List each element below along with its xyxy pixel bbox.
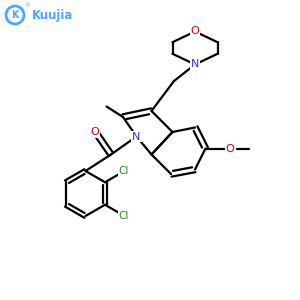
Text: N: N [191,59,199,70]
Text: O: O [91,127,100,137]
Text: Cl: Cl [119,166,129,176]
Text: Cl: Cl [119,211,129,221]
Text: ®: ® [24,3,29,8]
Text: Kuujia: Kuujia [32,8,73,22]
Text: O: O [190,26,200,37]
Text: K: K [11,10,19,20]
Text: N: N [132,131,141,142]
Text: O: O [226,143,235,154]
